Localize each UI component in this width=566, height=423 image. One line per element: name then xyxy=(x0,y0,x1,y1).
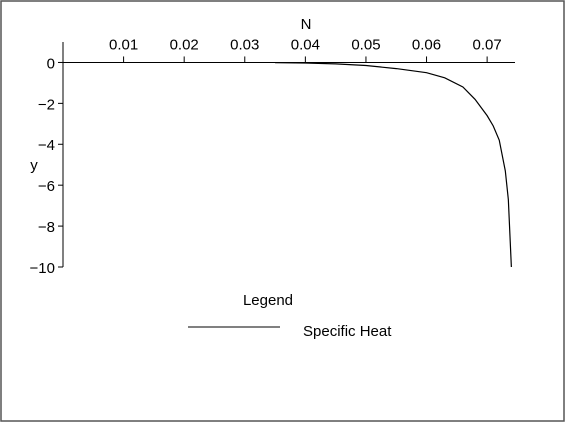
x-tick-label: 0.01 xyxy=(109,36,138,53)
y-tick-label: −10 xyxy=(30,260,55,277)
x-axis-label: N xyxy=(301,16,312,33)
y-tick-label: 0 xyxy=(47,55,55,72)
x-tick-label: 0.03 xyxy=(230,36,259,53)
line-series xyxy=(275,62,512,268)
y-tick-label: −4 xyxy=(38,137,55,154)
x-tick-label: 0.02 xyxy=(170,36,199,53)
y-axis-label: y xyxy=(30,157,38,174)
y-tick-label: −6 xyxy=(38,178,55,195)
legend-title: Legend xyxy=(243,292,293,309)
x-tick-label: 0.06 xyxy=(412,36,441,53)
legend-label: Specific Heat xyxy=(303,323,392,340)
x-tick-label: 0.04 xyxy=(291,36,320,53)
x-tick-label: 0.07 xyxy=(473,36,502,53)
y-tick-label: −2 xyxy=(38,96,55,113)
x-tick-label: 0.05 xyxy=(351,36,380,53)
y-tick-label: −8 xyxy=(38,219,55,236)
